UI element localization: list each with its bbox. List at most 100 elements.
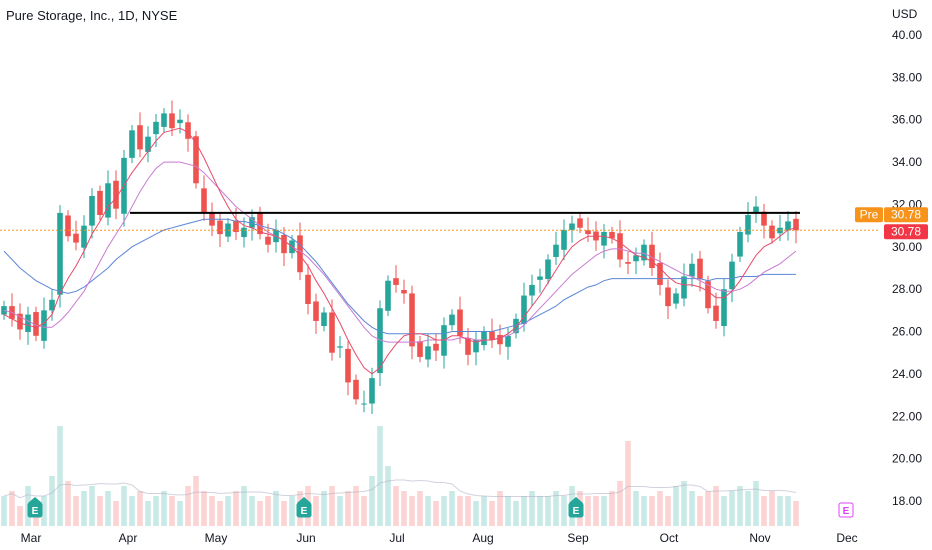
candle-body <box>65 215 71 237</box>
candle-body <box>665 287 671 307</box>
volume-bar <box>417 491 423 526</box>
volume-ma-line <box>3 479 797 499</box>
candle-body <box>193 136 199 184</box>
volume-bar <box>329 486 335 526</box>
volume-bar <box>665 496 671 526</box>
candle-body <box>769 225 775 239</box>
volume-bar <box>265 496 271 526</box>
candle-body <box>433 343 439 351</box>
y-tick-label: 40.00 <box>892 28 922 42</box>
candle-body <box>617 233 623 260</box>
volume-bar <box>689 491 695 526</box>
candle-body <box>737 231 743 257</box>
moving-averages <box>3 127 797 375</box>
candle-body <box>745 215 751 235</box>
volume-bar <box>161 491 167 526</box>
candle-body <box>105 183 111 218</box>
candle-body <box>761 211 767 226</box>
volume-bar <box>41 496 47 526</box>
candle-body <box>609 231 615 239</box>
candle-body <box>337 346 343 348</box>
candle-body <box>553 244 559 257</box>
volume-bar <box>241 486 247 526</box>
earnings-badge-tip <box>297 497 311 503</box>
candle-body <box>113 180 119 209</box>
volume-bar <box>721 496 727 526</box>
volume-bar <box>1 496 7 526</box>
candle-body <box>305 274 311 305</box>
volume-bar <box>121 486 127 526</box>
volume-bar <box>609 491 615 526</box>
y-tick-label: 18.00 <box>892 494 922 508</box>
candle-body <box>361 403 367 405</box>
earnings-badge <box>838 502 854 518</box>
volume-bar <box>593 496 599 526</box>
volume-bar <box>657 491 663 526</box>
candle-body <box>41 310 47 341</box>
chart-title: Pure Storage, Inc., 1D, NYSE <box>6 8 178 23</box>
candle-body <box>457 309 463 336</box>
volume-bar <box>489 501 495 526</box>
volume-bar <box>393 486 399 526</box>
candle-body <box>297 235 303 273</box>
candle-body <box>161 113 167 127</box>
candle-body <box>633 255 639 262</box>
volume-bar <box>761 496 767 526</box>
volume-bar <box>137 491 143 526</box>
candle-body <box>217 220 223 235</box>
y-axis: 18.0020.0022.0024.0026.0028.0030.0032.00… <box>892 28 922 508</box>
volume-bar <box>361 496 367 526</box>
candle-body <box>321 312 327 327</box>
volume-bar <box>153 496 159 526</box>
volume-bar <box>65 481 71 526</box>
x-tick-label: Aug <box>472 531 493 545</box>
volume-bar <box>89 486 95 526</box>
earnings-letter: E <box>32 506 39 517</box>
volume-bar <box>105 491 111 526</box>
candle-body <box>577 218 583 228</box>
earnings-letter: E <box>843 506 850 517</box>
candle-body <box>129 130 135 158</box>
volume-bar <box>369 476 375 526</box>
volume-bar <box>769 491 775 526</box>
candle-body <box>425 346 431 360</box>
volume-bar <box>401 491 407 526</box>
volume-bar <box>553 491 559 526</box>
volume-bar <box>377 426 383 526</box>
candle-body <box>505 335 511 347</box>
candle-body <box>545 259 551 280</box>
x-tick-label: Apr <box>119 531 138 545</box>
volume-bar <box>409 496 415 526</box>
ma-fast-line <box>3 127 797 375</box>
candle-body <box>417 341 423 357</box>
candle-body <box>177 119 183 124</box>
y-tick-label: 22.00 <box>892 409 922 423</box>
last-price-value: 30.78 <box>891 224 921 238</box>
volume-bar <box>729 491 735 526</box>
y-tick-label: 34.00 <box>892 155 922 169</box>
y-tick-label: 38.00 <box>892 70 922 84</box>
y-tick-label: 28.00 <box>892 282 922 296</box>
candle-body <box>81 225 87 248</box>
volume-bar <box>49 476 55 526</box>
volume-bar <box>537 496 543 526</box>
candle-body <box>705 281 711 309</box>
candle-body <box>281 234 287 254</box>
volume-bar <box>185 486 191 526</box>
volume-bar <box>249 496 255 526</box>
candle-body <box>201 188 207 213</box>
volume-bar <box>57 426 63 526</box>
candle-body <box>137 125 143 150</box>
candle-body <box>33 312 39 336</box>
volume-bar <box>385 466 391 526</box>
x-tick-label: Mar <box>21 531 42 545</box>
price-tags: Pre 30.78 30.78 <box>855 207 928 240</box>
y-tick-label: 26.00 <box>892 325 922 339</box>
candle-body <box>57 212 63 295</box>
volume-bar <box>73 496 79 526</box>
candle-body <box>233 220 239 232</box>
candle-body <box>561 229 567 250</box>
volume-bar <box>673 486 679 526</box>
candle-body <box>513 318 519 334</box>
